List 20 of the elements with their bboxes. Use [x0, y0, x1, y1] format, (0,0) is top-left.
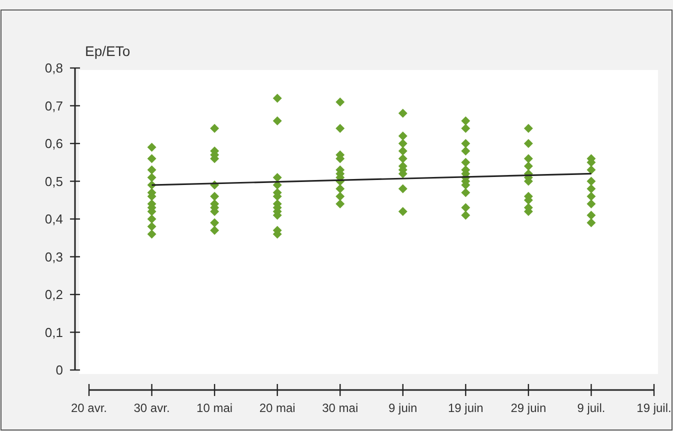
x-tick-label: 30 mai — [322, 401, 358, 415]
y-tick-label: 0,2 — [44, 287, 63, 302]
x-tick-label: 20 mai — [259, 401, 296, 415]
y-tick-label: 0,3 — [44, 249, 63, 264]
x-tick-label: 19 juil. — [636, 401, 672, 415]
y-tick-label: 0,8 — [44, 60, 63, 76]
y-tick-label: 0,6 — [44, 136, 63, 152]
x-tick-label: 20 avr. — [70, 401, 108, 415]
x-tick-label: 9 juil. — [577, 401, 606, 415]
x-tick-label: 10 mai — [196, 401, 233, 415]
y-tick-label: 0,4 — [44, 212, 63, 227]
y-axis-title: Ep/ETo — [85, 43, 130, 59]
x-tick-label: 30 avr. — [134, 401, 170, 415]
x-tick-label: 9 juin — [388, 401, 418, 415]
y-tick-label: 0,1 — [44, 324, 63, 340]
y-tick-label: 0,5 — [44, 174, 63, 189]
x-tick-label: 19 juin — [448, 401, 484, 415]
x-tick-label: 29 juin — [510, 401, 546, 415]
y-tick-label: 0,7 — [44, 98, 63, 114]
y-tick-label: 0 — [56, 362, 63, 378]
